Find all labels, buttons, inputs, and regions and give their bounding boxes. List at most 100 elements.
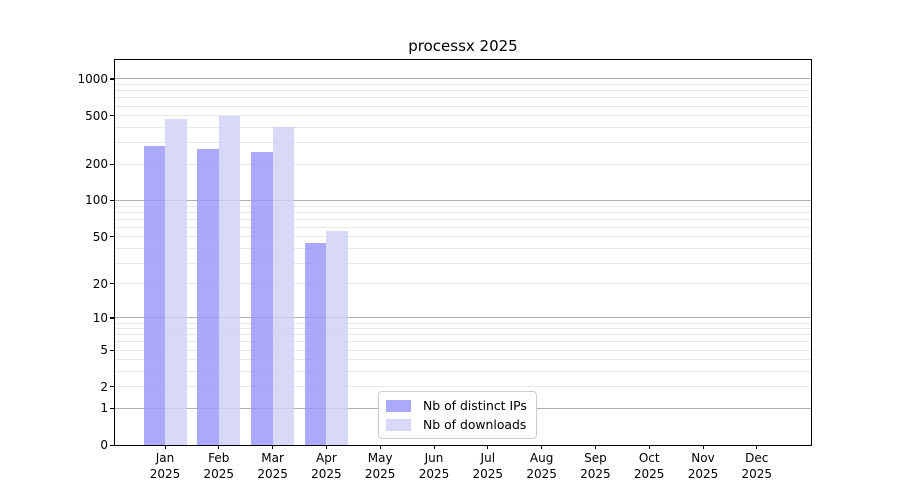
month-label: Oct: [638, 451, 660, 465]
plot-area: [114, 59, 812, 446]
minor-gridline: [115, 328, 811, 330]
legend-swatch-downloads: [386, 418, 411, 431]
x-tick-label-jul: Jul 2025: [458, 450, 518, 482]
major-gridline: [115, 78, 811, 80]
y-tick-mark: [110, 236, 114, 238]
bar-feb-downloads: [218, 116, 241, 445]
x-tick-label-dec: Dec 2025: [727, 450, 787, 482]
minor-gridline: [115, 142, 811, 144]
bar-mar-downloads: [272, 127, 295, 445]
year-label: 2025: [580, 467, 611, 481]
y-tick-mark: [110, 199, 114, 202]
month-label: Feb: [208, 451, 230, 465]
minor-gridline: [115, 371, 811, 373]
y-tick-label-5: 5: [100, 343, 108, 358]
x-tick-label-aug: Aug 2025: [512, 450, 572, 482]
y-tick-mark: [110, 163, 114, 165]
y-tick-label-100: 100: [85, 193, 108, 208]
y-tick-mark: [110, 115, 114, 117]
x-tick-mark: [379, 445, 381, 449]
minor-gridline: [115, 349, 811, 351]
legend-item-distinct-ips: Nb of distinct IPs: [386, 398, 527, 413]
x-tick-label-mar: Mar 2025: [243, 450, 303, 482]
year-label: 2025: [257, 467, 288, 481]
minor-gridline: [115, 322, 811, 324]
minor-gridline: [115, 386, 811, 388]
minor-gridline: [115, 163, 811, 165]
year-label: 2025: [526, 467, 557, 481]
minor-gridline: [115, 90, 811, 92]
minor-gridline: [115, 115, 811, 117]
year-label: 2025: [203, 467, 235, 481]
x-tick-label-jan: Jan 2025: [135, 450, 195, 482]
minor-gridline: [115, 105, 811, 107]
x-tick-mark: [218, 445, 220, 449]
year-label: 2025: [149, 467, 181, 481]
y-tick-mark: [110, 317, 114, 319]
y-tick-mark: [110, 407, 114, 409]
x-tick-mark: [487, 445, 489, 449]
year-label: 2025: [311, 467, 342, 481]
legend-swatch-distinct-ips: [386, 399, 411, 412]
year-label: 2025: [472, 467, 504, 481]
x-tick-label-sep: Sep 2025: [565, 450, 625, 482]
month-label: Aug: [529, 451, 554, 465]
y-tick-label-10: 10: [92, 310, 108, 325]
x-tick-label-jun: Jun 2025: [404, 450, 464, 482]
minor-gridline: [115, 283, 811, 285]
month-label: Dec: [745, 451, 769, 465]
minor-gridline: [115, 218, 811, 220]
y-tick-label-200: 200: [85, 157, 108, 172]
minor-gridline: [115, 84, 811, 86]
x-tick-label-nov: Nov 2025: [673, 450, 733, 482]
y-tick-mark: [110, 444, 114, 446]
x-tick-label-apr: Apr 2025: [296, 450, 356, 482]
y-tick-label-1000: 1000: [77, 71, 108, 86]
year-label: 2025: [418, 467, 450, 481]
legend-item-downloads: Nb of downloads: [386, 417, 527, 432]
y-tick-label-20: 20: [92, 276, 108, 291]
minor-gridline: [115, 226, 811, 228]
y-tick-label-50: 50: [92, 229, 108, 244]
y-tick-mark: [110, 349, 114, 351]
minor-gridline: [115, 262, 811, 264]
minor-gridline: [115, 236, 811, 238]
y-tick-mark: [110, 283, 114, 285]
y-tick-label-0: 0: [100, 438, 108, 452]
x-tick-mark: [594, 445, 597, 449]
bar-apr-downloads: [326, 230, 348, 445]
y-tick-label-1: 1: [100, 401, 108, 416]
major-gridline: [115, 317, 811, 319]
minor-gridline: [115, 97, 811, 99]
minor-gridline: [115, 334, 811, 336]
y-tick-mark: [110, 386, 114, 388]
y-tick-label-2: 2: [100, 379, 108, 394]
minor-gridline: [115, 126, 811, 128]
x-tick-label-oct: Oct 2025: [619, 450, 679, 482]
bar-jan-distinct-ips: [143, 146, 165, 445]
x-tick-mark: [541, 445, 543, 449]
x-tick-mark: [702, 445, 704, 449]
bar-apr-distinct-ips: [304, 243, 327, 445]
bar-feb-distinct-ips: [197, 148, 219, 445]
x-tick-mark: [648, 445, 650, 449]
month-label: May: [367, 451, 393, 465]
legend-label-distinct-ips: Nb of distinct IPs: [423, 398, 527, 413]
y-tick-label-500: 500: [85, 108, 108, 123]
x-tick-mark: [756, 445, 758, 449]
major-gridline: [115, 199, 811, 201]
legend-label-downloads: Nb of downloads: [423, 417, 527, 432]
minor-gridline: [115, 247, 811, 249]
month-label: Jul: [480, 451, 496, 465]
minor-gridline: [115, 341, 811, 343]
bar-jan-downloads: [165, 119, 187, 445]
month-label: Jan: [155, 451, 175, 465]
month-label: Sep: [584, 451, 607, 465]
y-tick-mark: [110, 78, 114, 80]
x-tick-mark: [272, 445, 274, 449]
legend: Nb of distinct IPs Nb of downloads: [378, 391, 537, 439]
x-tick-label-feb: Feb 2025: [189, 450, 249, 482]
x-tick-mark: [325, 445, 328, 449]
chart-title: processx 2025: [408, 37, 518, 55]
